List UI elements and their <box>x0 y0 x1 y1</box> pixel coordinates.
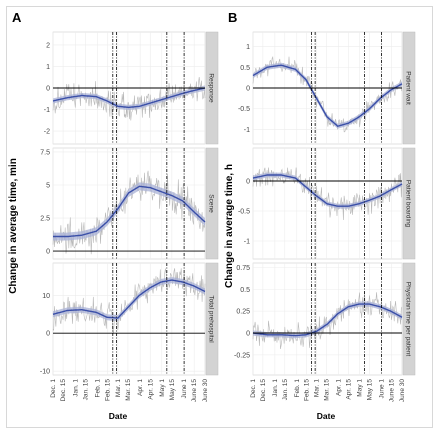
x-tick-label: Dec. 15 <box>60 379 67 402</box>
y-tick-label: -2 <box>44 129 50 136</box>
y-tick-label: 0 <box>246 86 250 93</box>
x-tick-label: June 30 <box>202 379 209 403</box>
y-tick-label: -0.5 <box>238 106 250 113</box>
x-tick-label: May 1 <box>159 379 166 397</box>
x-tick-label: Feb. 1 <box>294 379 301 398</box>
x-tick-label: Dec. 1 <box>250 379 257 398</box>
x-tick-label: Apr. 15 <box>147 379 154 400</box>
right-y-axis-label: Change in average time, h <box>224 164 235 288</box>
x-tick-label: Mar. 15 <box>125 379 132 401</box>
facet-strip <box>402 262 416 376</box>
x-tick-label: Apr. 1 <box>137 379 144 396</box>
y-tick-label: -0.25 <box>234 352 250 359</box>
confidence-band <box>53 182 205 241</box>
y-tick-label: 2 <box>46 42 50 49</box>
right-x-axis-label: Date <box>317 411 336 421</box>
smoothed-trend-line <box>52 87 206 109</box>
x-tick-label: June 30 <box>399 379 406 403</box>
x-tick-label: Feb. 15 <box>304 379 311 401</box>
y-tick-label: -1 <box>44 107 50 114</box>
y-tick-label: 0.25 <box>236 309 250 316</box>
y-tick-label: -1 <box>244 127 250 134</box>
y-tick-label: 5 <box>46 183 50 190</box>
x-tick-label: June 15 <box>191 379 198 403</box>
x-tick-label: Dec. 15 <box>260 379 267 402</box>
y-tick-label: 0 <box>246 331 250 338</box>
confidence-band <box>53 85 205 110</box>
facet-patient-boarding: -1 -0.5 0 Patient boarding <box>238 147 416 260</box>
left-y-axis-label: Change in average time, min <box>8 158 19 294</box>
facet-strip <box>402 31 416 145</box>
y-tick-label: 0 <box>46 249 50 256</box>
x-tick-label: Dec. 1 <box>50 379 57 398</box>
y-tick-label: 0.5 <box>240 65 250 72</box>
facet-strip-label: Response <box>208 73 215 103</box>
y-tick-label: 0 <box>246 179 250 186</box>
figure-frame <box>6 6 433 428</box>
x-tick-label: June 1 <box>379 379 386 399</box>
x-tick-label: June 1 <box>181 379 188 399</box>
x-tick-label: Feb. 15 <box>105 379 112 401</box>
facet-strip-label: Patient wait <box>405 71 412 105</box>
facet-strip <box>205 31 219 145</box>
smoothed-trend-line <box>252 174 403 207</box>
x-tick-label: Mar. 1 <box>314 379 321 397</box>
facet-strip-label: Patient boarding <box>405 180 412 228</box>
x-tick-label: Apr. 1 <box>335 379 342 396</box>
facet-strip <box>205 262 219 376</box>
facet-strip-label: Physician time per patient <box>405 282 412 357</box>
y-tick-label: 2.5 <box>40 216 50 223</box>
facet-strip-label: Scene <box>208 194 215 213</box>
smoothed-trend-line <box>53 185 206 238</box>
y-tick-label: 0.5 <box>240 287 250 294</box>
confidence-band <box>53 277 205 322</box>
x-tick-label: May 15 <box>367 379 374 401</box>
facet-response: -2 -1 0 1 2 Response <box>44 31 219 145</box>
plot-background <box>52 147 206 260</box>
y-tick-label: 7.5 <box>40 149 50 156</box>
smoothed-trend-line <box>252 303 403 337</box>
y-tick-label: 1 <box>246 44 250 51</box>
smoothed-trend-line <box>52 279 206 319</box>
smoothed-trend-line <box>252 64 403 127</box>
y-tick-label: -1 <box>244 239 250 246</box>
panel-letter-a: A <box>12 10 22 25</box>
plot-background <box>252 262 403 376</box>
facet-patient-wait: -1 -0.5 0 0.5 1 Patient wait <box>238 31 416 145</box>
facet-strip <box>205 147 219 260</box>
x-tick-label: Jan. 15 <box>82 379 89 401</box>
facet-strip <box>402 147 416 260</box>
x-tick-label: Jan. 1 <box>272 379 279 397</box>
left-x-axis-label: Date <box>109 411 128 421</box>
y-tick-label: 1 <box>46 64 50 71</box>
x-tick-label: Jan. 1 <box>72 379 79 397</box>
facet-scene: 0 2.5 5 7.5 Scene <box>40 147 219 260</box>
x-tick-label: Jan. 15 <box>282 379 289 401</box>
facet-total-prehospital: -10 0 10 Total prehospital Dec. 1 Dec. 15 Jan.… <box>40 262 219 403</box>
x-tick-label: June 15 <box>388 379 395 403</box>
y-tick-label: 10 <box>42 293 50 300</box>
y-tick-label: 0 <box>46 331 50 338</box>
y-tick-label: 0.75 <box>236 265 250 272</box>
raw-daily-series <box>52 76 206 121</box>
facet-physician-time-per-patient: -0.25 0 0.25 0.5 0.75 Physician time per pati… <box>234 262 416 403</box>
x-tick-label: Apr. 15 <box>345 379 352 400</box>
y-tick-label: -10 <box>40 369 50 376</box>
x-tick-label: Mar. 15 <box>323 379 330 401</box>
panel-letter-b: B <box>228 10 237 25</box>
y-tick-label: 0 <box>46 86 50 93</box>
x-tick-label: May 1 <box>357 379 364 397</box>
x-tick-label: May 15 <box>169 379 176 401</box>
x-tick-label: Feb. 1 <box>95 379 102 398</box>
facet-strip-label: Total prehospital <box>208 295 215 343</box>
x-tick-label: Mar. 1 <box>115 379 122 397</box>
y-tick-label: -0.5 <box>238 209 250 216</box>
